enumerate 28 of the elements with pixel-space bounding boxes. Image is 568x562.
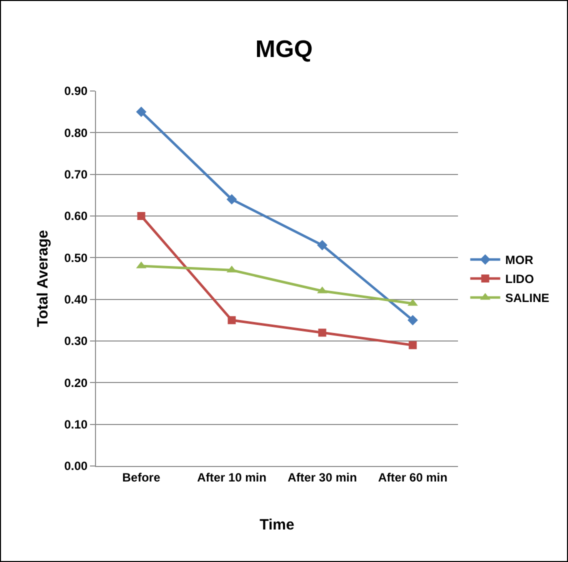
point <box>408 314 418 326</box>
y-tick-label: 0.10 <box>64 418 88 432</box>
y-tick-label: 0.70 <box>64 168 88 182</box>
chart-title: MGQ <box>255 36 313 63</box>
x-tick-label: Before <box>122 470 161 484</box>
legend-label: MOR <box>505 253 534 268</box>
point <box>136 106 146 118</box>
x-tick-label: After 10 min <box>197 470 266 484</box>
x-tick-label: After 60 min <box>378 470 448 484</box>
point <box>408 341 417 350</box>
y-tick-label: 0.00 <box>64 459 88 474</box>
y-tick-label: 0.50 <box>64 250 88 265</box>
y-tick-label: 0.40 <box>64 292 88 307</box>
point <box>137 212 146 220</box>
x-axis-title: Time <box>260 516 294 534</box>
point <box>226 194 237 205</box>
y-tick-label: 0.90 <box>64 84 88 98</box>
y-tick-label: 0.30 <box>64 334 88 348</box>
x-tick-label: After 30 min <box>288 470 357 484</box>
point <box>228 316 236 324</box>
y-tick-label: 0.20 <box>64 376 88 390</box>
point <box>318 328 326 337</box>
y-axis-title: Total Average <box>34 230 52 327</box>
legend-label: SALINE <box>505 291 550 306</box>
y-tick-label: 0.60 <box>64 209 88 224</box>
y-tick-label: 0.80 <box>64 126 88 140</box>
legend-label: LIDO <box>505 272 534 286</box>
point <box>317 240 328 250</box>
